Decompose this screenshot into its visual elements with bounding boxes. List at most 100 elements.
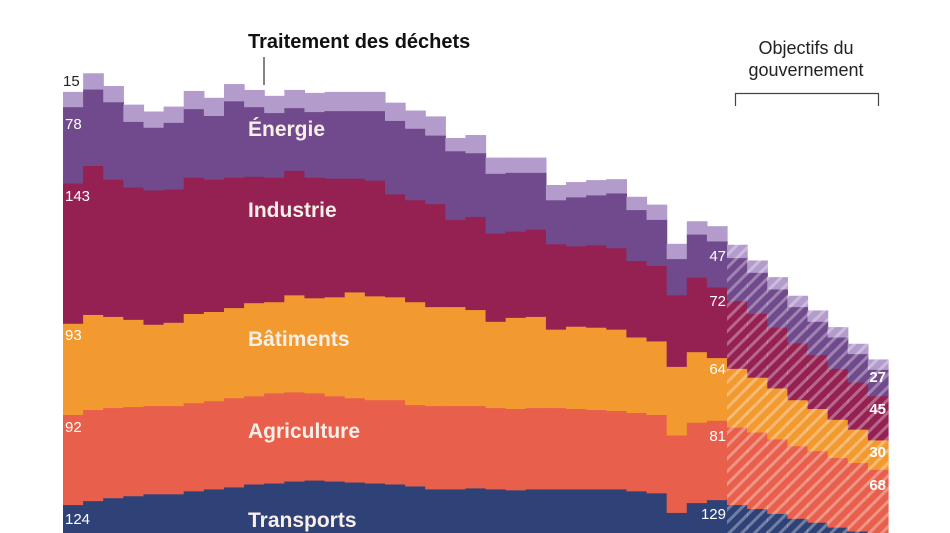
column-segment-industrie-2022 [706,286,728,359]
column-segment-industrie-1995 [163,188,185,323]
projection-hatch-2026 [787,295,809,533]
latest-value-energy: 47 [709,248,726,265]
column-segment-transports-2010 [465,487,487,533]
column-segment-b-timents-1992 [103,316,124,409]
column-segment-agriculture-2005 [364,399,386,484]
column-segment--nergie-2020 [666,258,688,296]
column-segment-transports-2014 [545,488,567,533]
column-segment-transports-2007 [405,485,426,533]
latest-value-buildings: 64 [709,361,726,378]
column-segment-transports-2020 [666,512,688,533]
column-segment-industrie-2014 [545,243,567,330]
column-segment-transports-2011 [485,488,507,533]
column-segment-industrie-2012 [505,231,527,318]
column-segment-agriculture-2017 [606,410,628,490]
column-segment-agriculture-2021 [686,422,708,504]
column-segment-industrie-2021 [686,277,708,353]
column-segment-transports-1993 [123,495,145,533]
column-segment-b-timents-1996 [183,313,205,404]
column-segment-industrie-1992 [103,179,124,317]
column-segment-traitement-des-d-chets-2002 [304,92,326,113]
column-segment-industrie-1999 [244,176,265,304]
column-segment-traitement-des-d-chets-1990 [63,91,84,108]
column-segment--nergie-2014 [545,199,567,245]
column-segment-industrie-1994 [143,189,165,325]
column-segment-traitement-des-d-chets-2016 [586,180,607,196]
column-segment-b-timents-2010 [465,309,487,407]
column-segment-traitement-des-d-chets-1993 [123,104,145,122]
projection-hatch-2023 [727,244,748,533]
column-segment-agriculture-2001 [284,391,306,482]
column-segment-transports-1995 [163,493,185,533]
column-segment-agriculture-1994 [143,405,165,495]
column-segment-agriculture-2009 [445,405,467,490]
column-segment-transports-1991 [83,500,104,533]
column-segment-b-timents-2003 [324,296,346,397]
column-segment-b-timents-1993 [123,319,145,408]
column-segment--nergie-2013 [525,172,547,230]
column-segment-agriculture-1999 [244,395,265,485]
column-segment-transports-2006 [384,483,406,533]
column-segment-transports-1996 [183,490,205,533]
start-value-buildings: 93 [65,327,82,344]
agriculture-sector-label: Agriculture [248,420,361,443]
column-segment-traitement-des-d-chets-1992 [103,86,124,103]
column-segment-traitement-des-d-chets-2014 [545,185,567,201]
column-segment--nergie-2019 [646,219,668,266]
column-segment-b-timents-2007 [405,301,426,406]
column-segment-industrie-2008 [425,203,446,308]
column-segment-agriculture-2004 [344,397,366,483]
column-segment-industrie-2003 [324,178,346,298]
column-segment-transports-2013 [525,488,547,533]
column-segment--nergie-2010 [465,152,487,217]
column-segment-industrie-2013 [525,229,547,317]
column-segment-traitement-des-d-chets-2008 [425,116,446,136]
column-segment-traitement-des-d-chets-2000 [264,95,285,114]
column-segment--nergie-1999 [244,106,265,177]
column-segment-traitement-des-d-chets-2018 [626,196,648,211]
column-segment-transports-2016 [586,488,607,533]
column-segment-agriculture-2012 [505,408,527,491]
column-segment-industrie-2004 [344,178,366,293]
column-segment--nergie-2004 [344,110,366,179]
column-segment--nergie-2017 [606,192,628,249]
column-segment-traitement-des-d-chets-2012 [505,157,527,173]
column-segment-traitement-des-d-chets-2022 [706,226,728,242]
column-segment-traitement-des-d-chets-2019 [646,204,668,220]
column-segment-traitement-des-d-chets-1997 [203,97,225,117]
column-segment-industrie-2019 [646,265,668,342]
projection-hatch-2024 [747,260,768,533]
column-segment-industrie-1993 [123,186,145,320]
column-segment--nergie-2009 [445,150,467,220]
column-segment-transports-2019 [646,492,668,533]
column-segment--nergie-2001 [284,107,306,171]
column-segment-agriculture-2002 [304,392,326,481]
column-segment-industrie-2009 [445,219,467,308]
projection-hatch-2027 [807,310,829,533]
column-segment-traitement-des-d-chets-2004 [344,91,366,112]
column-segment-industrie-2011 [485,233,507,322]
waste-sector-label: Traitement des déchets [248,31,471,53]
column-segment-b-timents-2000 [264,301,285,394]
column-segment-b-timents-1994 [143,324,165,407]
column-segment-agriculture-1991 [83,409,104,502]
column-segment-transports-2003 [324,480,346,533]
column-segment-agriculture-2019 [646,414,668,494]
column-segment-agriculture-1995 [163,405,185,495]
latest-value-industry: 72 [709,293,726,310]
column-segment-traitement-des-d-chets-2003 [324,91,346,112]
column-segment-agriculture-1992 [103,407,124,499]
column-segment-traitement-des-d-chets-2006 [384,102,406,121]
column-segment--nergie-2008 [425,135,446,205]
column-segment-industrie-2018 [626,260,648,338]
column-segment-b-timents-2022 [706,357,728,421]
column-segment--nergie-2002 [304,111,326,178]
column-segment-agriculture-2014 [545,407,567,490]
column-segment--nergie-2006 [384,120,406,195]
industry-sector-label: Industrie [248,199,337,222]
column-segment-agriculture-2007 [405,404,426,487]
projection-hatch-2030 [867,359,889,533]
column-segment--nergie-2018 [626,209,648,262]
